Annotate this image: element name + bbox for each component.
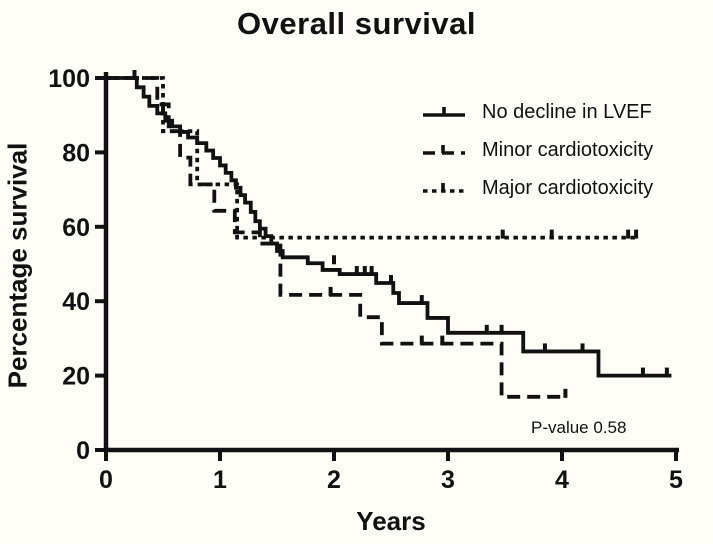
chart-title: Overall survival [237,6,476,41]
dotted-line-swatch [423,183,465,193]
x-tick-label: 4 [555,466,569,494]
y-tick-label: 20 [62,363,90,391]
x-tick-label: 2 [327,466,341,494]
y-tick-label: 60 [62,214,90,242]
legend: No decline in LVEF Minor cardiotoxicity … [422,93,653,207]
p-value-annotation: P-value 0.58 [531,418,627,437]
y-tick-label: 100 [48,65,90,93]
x-tick-label: 5 [669,466,683,494]
legend-item: No decline in LVEF [422,93,653,131]
legend-label: Major cardiotoxicity [482,176,654,199]
y-tick-label: 40 [62,288,90,316]
y-tick-label: 0 [76,437,90,465]
km-curve-solid [106,76,672,378]
x-axis-label: Years [356,506,426,536]
km-curve-dashed [106,76,566,399]
solid-line-swatch [423,107,465,117]
dashed-line-swatch [423,145,465,155]
legend-item: Major cardiotoxicity [422,169,653,207]
y-tick-label: 80 [62,139,90,167]
legend-label: No decline in LVEF [482,100,652,123]
x-tick-label: 0 [99,466,113,494]
km-curve-dotted [106,76,638,240]
x-tick-label: 3 [441,466,455,494]
legend-item: Minor cardiotoxicity [422,131,653,169]
legend-label: Minor cardiotoxicity [482,138,654,161]
x-tick-label: 1 [213,466,227,494]
